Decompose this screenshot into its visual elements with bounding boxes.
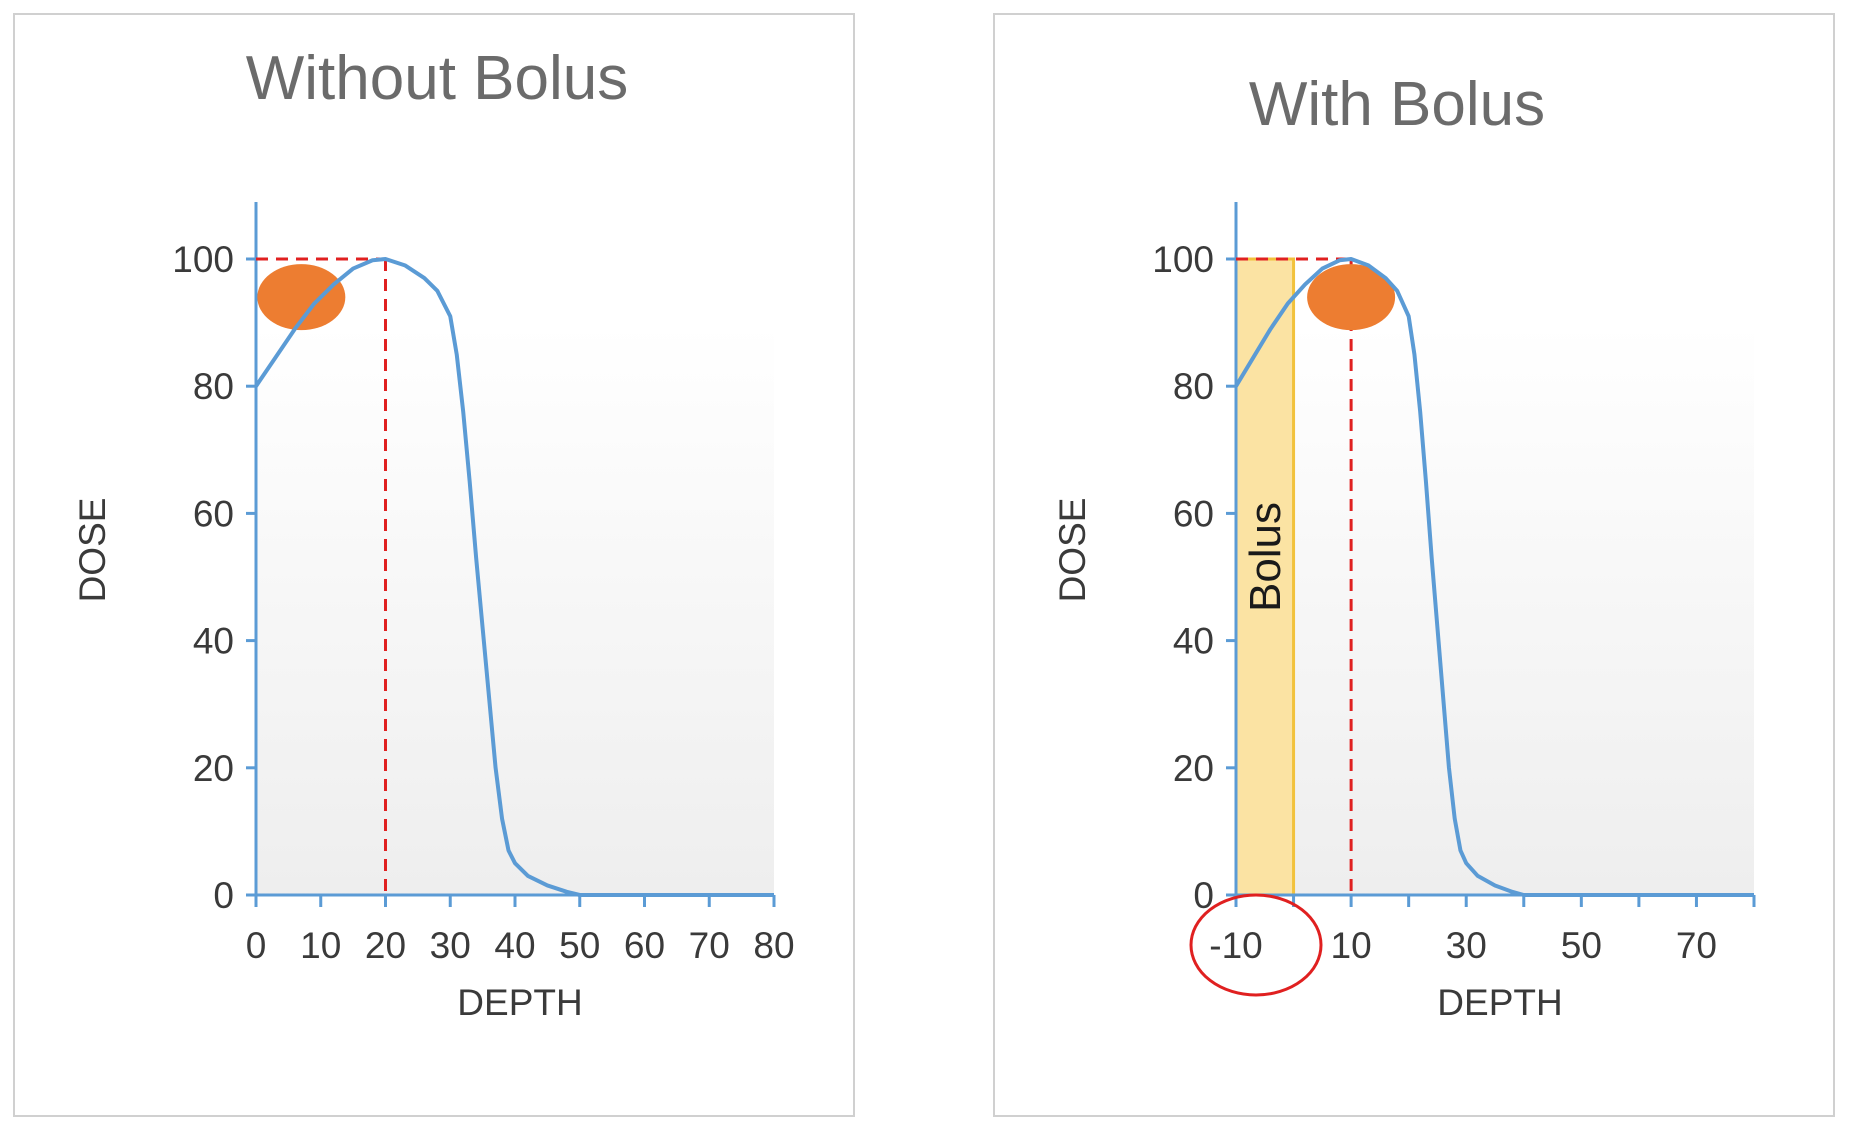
x-tick-label: 70	[689, 925, 730, 966]
y-tick-label: 20	[193, 748, 234, 789]
chart-title: With Bolus	[1249, 70, 1545, 139]
y-tick-label: 0	[213, 875, 234, 916]
x-tick-label: -10	[1209, 925, 1262, 966]
y-tick-label: 40	[1173, 621, 1214, 662]
y-tick-label: 40	[193, 621, 234, 662]
dose-depth-curve	[1234, 257, 1754, 897]
y-tick-label: 60	[193, 493, 234, 534]
x-axis-label: DEPTH	[457, 982, 582, 1023]
x-tick-label: 30	[1446, 925, 1487, 966]
y-tick-label: 20	[1173, 748, 1214, 789]
x-tick-label: 70	[1676, 925, 1717, 966]
chart-with-bolus: With Bolus DOSE DEPTH Bolus 0 20 40 60 80 100 -…	[1052, 70, 1756, 1023]
plot-area	[256, 324, 774, 895]
y-tick-label: 80	[1173, 366, 1214, 407]
x-tick-label: 10	[1331, 925, 1372, 966]
x-tick-label: 60	[624, 925, 665, 966]
y-tick-label: 100	[172, 239, 234, 280]
dose-depth-curve	[254, 257, 774, 897]
y-tick-label: 80	[193, 366, 234, 407]
x-axis-label: DEPTH	[1437, 982, 1562, 1023]
x-tick-label: 40	[494, 925, 535, 966]
chart-without-bolus: Without Bolus DOSE DEPTH 0 20 40 60 80 100 0 10…	[72, 44, 795, 1023]
buildup-highlight-ellipse	[257, 264, 346, 331]
bolus-label: Bolus	[1241, 502, 1290, 612]
x-tick-label: 10	[300, 925, 341, 966]
chart-panel-without-bolus: Without Bolus DOSE DEPTH 0 20 40 60 80 100 0 10…	[13, 13, 855, 1117]
y-tick-label: 100	[1152, 239, 1214, 280]
x-tick-label: 80	[753, 925, 794, 966]
x-tick-label: 50	[1561, 925, 1602, 966]
x-tick-label: 0	[246, 925, 267, 966]
x-tick-label: 20	[365, 925, 406, 966]
highlight-circle	[1189, 893, 1323, 997]
buildup-highlight-ellipse	[1307, 264, 1396, 331]
x-tick-label: 30	[430, 925, 471, 966]
plot-area	[1236, 324, 1754, 895]
y-axis-label: DOSE	[1052, 498, 1093, 603]
chart-panel-with-bolus: With Bolus DOSE DEPTH Bolus 0 20 40 60 80 100 -…	[993, 13, 1835, 1117]
y-axis-label: DOSE	[72, 498, 113, 603]
x-tick-label: 50	[559, 925, 600, 966]
y-tick-label: 0	[1193, 875, 1214, 916]
chart-title: Without Bolus	[246, 44, 629, 113]
y-tick-label: 60	[1173, 493, 1214, 534]
